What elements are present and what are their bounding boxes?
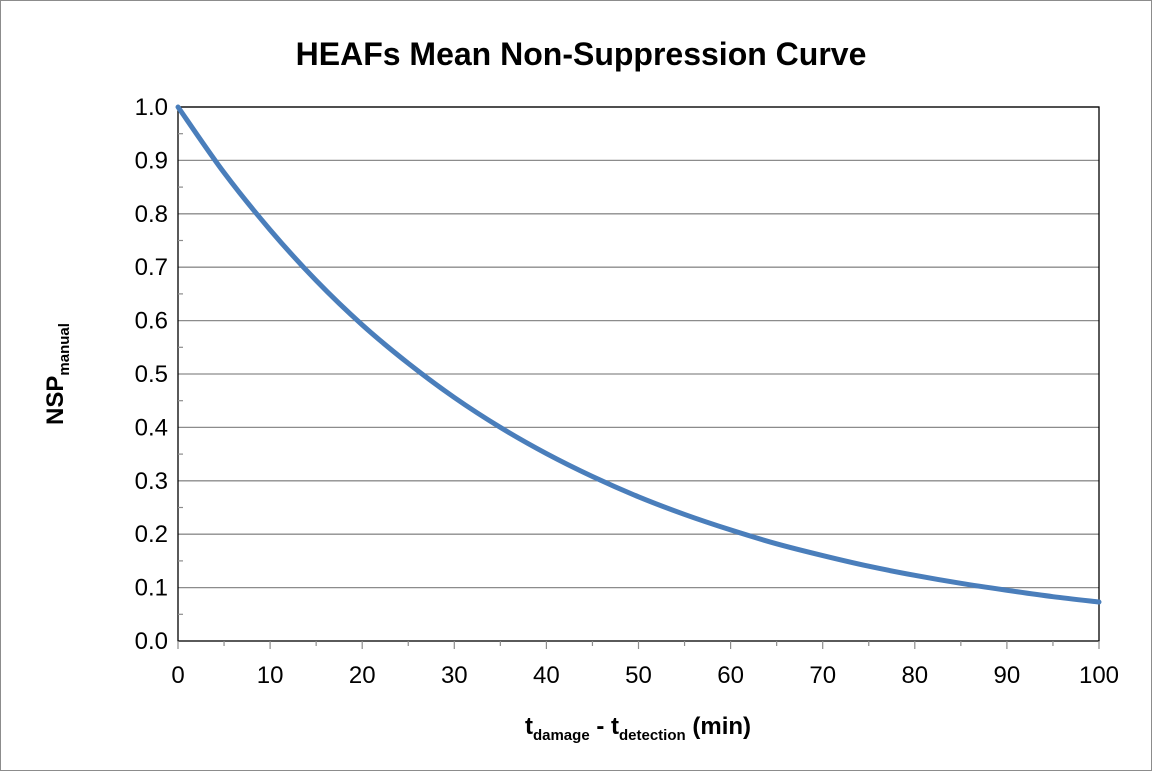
y-tick-label: 0.9 (135, 147, 168, 174)
x-tick-label: 50 (625, 662, 652, 689)
x-tick-label: 0 (171, 662, 184, 689)
x-axis-ticks: 0 10 20 30 40 50 60 70 80 90 100 (171, 641, 1119, 689)
x-tick-label: 20 (349, 662, 376, 689)
x-tick-label: 10 (257, 662, 284, 689)
y-axis-ticks: 0.0 0.1 0.2 0.3 0.4 0.5 0.6 0.7 0.8 0.9 1.0 (135, 94, 183, 655)
x-tick-label: 80 (901, 662, 928, 689)
y-tick-label: 0.0 (135, 628, 168, 655)
x-tick-label: 90 (994, 662, 1021, 689)
x-tick-label: 70 (809, 662, 836, 689)
series-line-0 (175, 104, 1102, 605)
y-tick-label: 0.8 (135, 201, 168, 228)
y-tick-label: 0.5 (135, 361, 168, 388)
x-axis-label: tdamage - tdetection (min) (525, 713, 751, 744)
y-tick-label: 0.2 (135, 521, 168, 548)
y-tick-label: 0.1 (135, 575, 168, 602)
y-tick-label: 0.4 (135, 414, 168, 441)
x-tick-label: 30 (441, 662, 468, 689)
x-tick-label: 60 (717, 662, 744, 689)
x-tick-label: 100 (1079, 662, 1119, 689)
y-tick-label: 0.3 (135, 468, 168, 495)
y-tick-label: 1.0 (135, 94, 168, 121)
x-tick-label: 40 (533, 662, 560, 689)
chart-title: HEAFs Mean Non-Suppression Curve (296, 36, 867, 72)
y-tick-label: 0.6 (135, 308, 168, 335)
y-axis-label: NSPmanual (42, 323, 73, 425)
y-tick-label: 0.7 (135, 254, 168, 281)
gridlines (178, 106, 1099, 589)
